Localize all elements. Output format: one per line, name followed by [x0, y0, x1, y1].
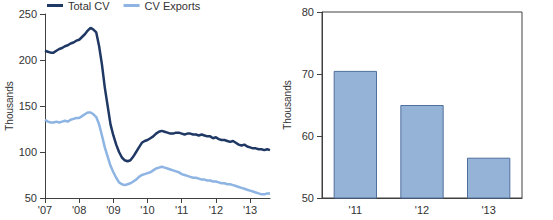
svg-text:'13: '13	[243, 204, 257, 216]
svg-text:100: 100	[19, 146, 37, 158]
svg-text:150: 150	[19, 100, 37, 112]
svg-text:80: 80	[302, 6, 314, 18]
svg-text:70: 70	[302, 68, 314, 80]
svg-text:50: 50	[25, 192, 37, 204]
svg-text:'13: '13	[481, 204, 495, 216]
svg-text:60: 60	[302, 130, 314, 142]
svg-text:Total CV: Total CV	[68, 0, 110, 12]
svg-text:CV Exports: CV Exports	[145, 0, 201, 12]
svg-text:Thousands: Thousands	[4, 81, 15, 130]
svg-text:'11: '11	[349, 204, 363, 216]
svg-text:'08: '08	[72, 204, 86, 216]
svg-text:'12: '12	[209, 204, 223, 216]
svg-text:50: 50	[302, 192, 314, 204]
svg-text:'09: '09	[106, 204, 120, 216]
svg-text:'12: '12	[415, 204, 429, 216]
svg-text:'11: '11	[175, 204, 189, 216]
svg-text:Thousands: Thousands	[282, 80, 293, 129]
svg-text:'10: '10	[140, 204, 154, 216]
svg-text:'07: '07	[38, 204, 52, 216]
svg-text:250: 250	[19, 8, 37, 20]
svg-text:200: 200	[19, 54, 37, 66]
